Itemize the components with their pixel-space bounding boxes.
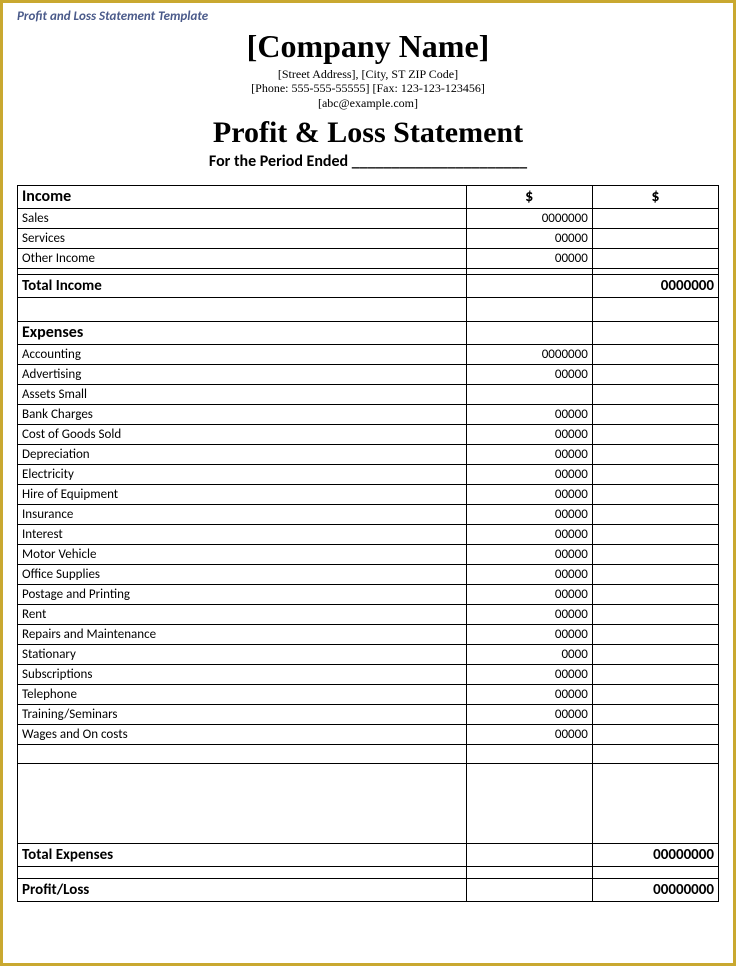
expense-row-label: Interest bbox=[18, 525, 467, 545]
expense-row-value: 00000 bbox=[466, 585, 592, 605]
income-row-value: 00000 bbox=[466, 229, 592, 249]
statement-table: Income $ $ Sales0000000Services00000Othe… bbox=[17, 185, 719, 902]
expense-row-label: Advertising bbox=[18, 365, 467, 385]
expense-row-value: 00000 bbox=[466, 505, 592, 525]
address-line: [Street Address], [City, ST ZIP Code] bbox=[17, 67, 719, 81]
expense-row-value: 00000 bbox=[466, 705, 592, 725]
expense-row-value: 00000 bbox=[466, 465, 592, 485]
expense-row-label: Repairs and Maintenance bbox=[18, 625, 467, 645]
period-line: For the Period Ended ___________________… bbox=[17, 152, 719, 171]
total-expenses-value: 00000000 bbox=[592, 844, 718, 867]
expense-row-value: 00000 bbox=[466, 445, 592, 465]
income-row-value: 00000 bbox=[466, 249, 592, 269]
expense-row-label: Motor Vehicle bbox=[18, 545, 467, 565]
income-row-label: Other Income bbox=[18, 249, 467, 269]
expense-row-label: Rent bbox=[18, 605, 467, 625]
expense-row-value: 00000 bbox=[466, 545, 592, 565]
expense-row-label: Hire of Equipment bbox=[18, 485, 467, 505]
expense-row-label: Wages and On costs bbox=[18, 725, 467, 745]
income-heading: Income bbox=[18, 186, 467, 209]
expense-row-value: 00000 bbox=[466, 405, 592, 425]
expense-row-value: 0000 bbox=[466, 645, 592, 665]
income-row-value: 0000000 bbox=[466, 209, 592, 229]
expense-row-label: Accounting bbox=[18, 345, 467, 365]
expenses-heading: Expenses bbox=[18, 322, 467, 345]
expense-row-label: Bank Charges bbox=[18, 405, 467, 425]
profit-loss-value: 00000000 bbox=[592, 879, 718, 902]
expense-row-value: 00000 bbox=[466, 565, 592, 585]
contact-line: [Phone: 555-555-55555] [Fax: 123-123-123… bbox=[17, 81, 719, 95]
expense-row-label: Assets Small bbox=[18, 385, 467, 405]
expense-row-value: 00000 bbox=[466, 365, 592, 385]
expense-row-label: Subscriptions bbox=[18, 665, 467, 685]
expense-row-value: 00000 bbox=[466, 665, 592, 685]
total-income-value: 0000000 bbox=[592, 275, 718, 298]
income-row-label: Services bbox=[18, 229, 467, 249]
expense-row-value: 00000 bbox=[466, 485, 592, 505]
expense-row-label: Postage and Printing bbox=[18, 585, 467, 605]
expense-row-value: 00000 bbox=[466, 605, 592, 625]
expense-row-value: 00000 bbox=[466, 685, 592, 705]
expense-row-label: Electricity bbox=[18, 465, 467, 485]
expense-row-label: Training/Seminars bbox=[18, 705, 467, 725]
currency-col2: $ bbox=[592, 186, 718, 209]
document-title: Profit and Loss Statement Template bbox=[17, 9, 719, 24]
expense-row-value bbox=[466, 385, 592, 405]
expense-row-label: Office Supplies bbox=[18, 565, 467, 585]
currency-col1: $ bbox=[466, 186, 592, 209]
total-income-label: Total Income bbox=[18, 275, 467, 298]
expense-row-value: 00000 bbox=[466, 625, 592, 645]
income-row-label: Sales bbox=[18, 209, 467, 229]
expense-row-label: Insurance bbox=[18, 505, 467, 525]
expense-row-value: 0000000 bbox=[466, 345, 592, 365]
email-line: [abc@example.com] bbox=[17, 96, 719, 110]
profit-loss-label: Profit/Loss bbox=[18, 879, 467, 902]
expense-row-value: 00000 bbox=[466, 525, 592, 545]
header: [Company Name] [Street Address], [City, … bbox=[17, 28, 719, 171]
total-expenses-label: Total Expenses bbox=[18, 844, 467, 867]
statement-title: Profit & Loss Statement bbox=[17, 116, 719, 150]
expense-row-value: 00000 bbox=[466, 425, 592, 445]
expense-row-label: Telephone bbox=[18, 685, 467, 705]
expense-row-label: Depreciation bbox=[18, 445, 467, 465]
expense-row-label: Stationary bbox=[18, 645, 467, 665]
expense-row-label: Cost of Goods Sold bbox=[18, 425, 467, 445]
expense-row-value: 00000 bbox=[466, 725, 592, 745]
company-name: [Company Name] bbox=[17, 28, 719, 65]
